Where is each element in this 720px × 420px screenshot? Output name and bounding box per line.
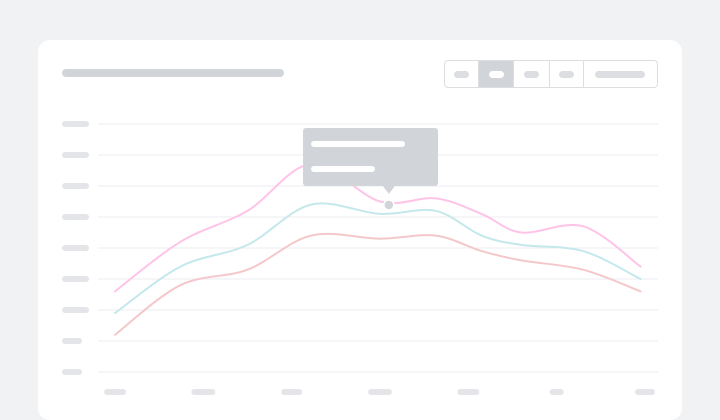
range-option-1[interactable] bbox=[445, 61, 479, 87]
series-line-3 bbox=[114, 232, 642, 336]
range-option-4[interactable] bbox=[550, 61, 584, 87]
x-tick-label bbox=[104, 389, 126, 395]
tooltip-pointer bbox=[382, 186, 395, 194]
y-tick-label bbox=[62, 245, 89, 251]
x-tick-label bbox=[281, 389, 303, 395]
y-tick-label bbox=[62, 369, 82, 375]
range-option-label bbox=[453, 70, 469, 78]
tooltip bbox=[303, 128, 438, 186]
range-option-3[interactable] bbox=[514, 61, 551, 87]
y-tick-label bbox=[62, 214, 89, 220]
chart-card bbox=[38, 40, 682, 420]
range-option-label bbox=[595, 70, 646, 78]
x-tick-label bbox=[635, 389, 655, 395]
y-tick-label bbox=[62, 152, 89, 158]
y-tick-label bbox=[62, 121, 89, 127]
y-tick-label bbox=[62, 338, 82, 344]
range-option-custom[interactable] bbox=[584, 61, 657, 87]
tooltip-line-2 bbox=[311, 166, 375, 172]
x-tick-label bbox=[549, 389, 564, 395]
range-option-2[interactable] bbox=[478, 61, 515, 87]
y-tick-label bbox=[62, 183, 89, 189]
range-option-label bbox=[488, 70, 504, 78]
x-tick-label bbox=[191, 389, 216, 395]
chart-title-placeholder bbox=[62, 69, 284, 77]
series-line-2 bbox=[114, 202, 642, 315]
tooltip-line-1 bbox=[311, 141, 405, 147]
hover-point bbox=[383, 199, 395, 211]
y-tick-label bbox=[62, 276, 89, 282]
line-chart bbox=[62, 121, 658, 395]
range-option-label bbox=[558, 70, 574, 78]
y-tick-label bbox=[62, 307, 89, 313]
x-tick-label bbox=[457, 389, 480, 395]
x-tick-label bbox=[368, 389, 392, 395]
time-range-selector bbox=[444, 60, 658, 88]
range-option-label bbox=[524, 70, 540, 78]
